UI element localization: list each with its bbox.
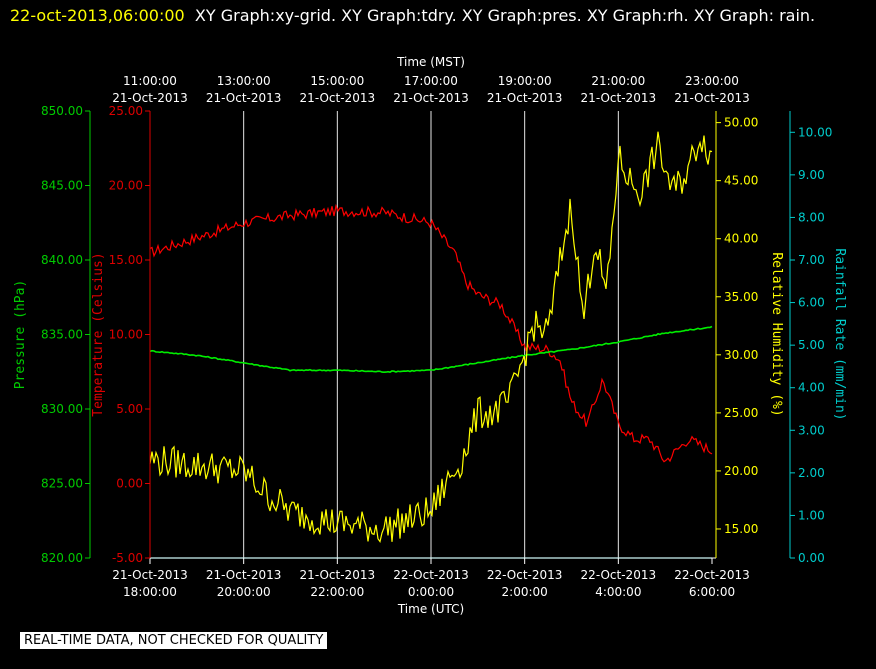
rh-tick-label: 45.00 xyxy=(724,174,758,188)
quality-notice: REAL-TIME DATA, NOT CHECKED FOR QUALITY xyxy=(20,632,328,649)
x-top-tick-time: 13:00:00 xyxy=(217,74,271,88)
x-bottom-tick-time: 2:00:00 xyxy=(502,585,548,599)
tdry-series-line xyxy=(149,203,713,463)
x-bottom-tick-date: 21-Oct-2013 xyxy=(112,568,188,582)
x-bottom-tick-time: 18:00:00 xyxy=(123,585,177,599)
tdry-axis-label: Temperature (Celsius) xyxy=(91,252,106,416)
x-top-tick-time: 21:00:00 xyxy=(591,74,645,88)
pres-tick-label: 840.00 xyxy=(41,253,83,267)
x-bottom-tick-time: 20:00:00 xyxy=(217,585,271,599)
rain-tick-label: 3.00 xyxy=(798,423,825,437)
rain-tick-label: 0.00 xyxy=(798,551,825,565)
pres-tick-label: 825.00 xyxy=(41,477,83,491)
timestamp: 22-oct-2013,06:00:00 xyxy=(10,6,185,25)
rh-axis-label: Relative Humidity (%) xyxy=(769,252,784,416)
pres-tick-label: 820.00 xyxy=(41,551,83,565)
pres-series-line xyxy=(149,325,713,374)
grid xyxy=(243,111,619,558)
graph-list: XY Graph:xy-grid. XY Graph:tdry. XY Grap… xyxy=(194,6,816,25)
rh-series-line xyxy=(149,131,713,544)
x-top-tick-date: 21-Oct-2013 xyxy=(487,91,563,105)
x-bottom-tick-time: 4:00:00 xyxy=(595,585,641,599)
graph-title: 22-oct-2013,06:00:00 XY Graph:xy-grid. X… xyxy=(10,2,860,30)
pres-tick-label: 830.00 xyxy=(41,402,83,416)
x-top-tick-date: 21-Oct-2013 xyxy=(674,91,750,105)
x-bottom-tick-time: 0:00:00 xyxy=(408,585,454,599)
x-top-tick-date: 21-Oct-2013 xyxy=(393,91,469,105)
x-top-axis-label: Time (MST) xyxy=(396,55,465,69)
rain-tick-label: 10.00 xyxy=(798,125,832,139)
x-top-tick-time: 17:00:00 xyxy=(404,74,458,88)
x-top-tick-date: 21-Oct-2013 xyxy=(581,91,657,105)
tdry-tick-label: 0.00 xyxy=(116,477,143,491)
axes-layer: 21-Oct-2013 18:00:00 21-Oct-2013 20:00:00 21… xyxy=(13,55,847,616)
x-bottom-axis-label: Time (UTC) xyxy=(397,602,464,616)
x-top-tick-time: 15:00:00 xyxy=(310,74,364,88)
x-bottom-tick-date: 21-Oct-2013 xyxy=(300,568,376,582)
rain-tick-label: 5.00 xyxy=(798,338,825,352)
x-bottom-tick-time: 22:00:00 xyxy=(310,585,364,599)
tdry-tick-label: 20.00 xyxy=(109,179,143,193)
rain-tick-label: 1.00 xyxy=(798,508,825,522)
x-bottom-tick-time: 6:00:00 xyxy=(689,585,735,599)
rh-tick-label: 20.00 xyxy=(724,464,758,478)
tdry-tick-label: -5.00 xyxy=(112,551,143,565)
rain-tick-label: 9.00 xyxy=(798,168,825,182)
rain-tick-label: 7.00 xyxy=(798,253,825,267)
x-top-tick-time: 19:00:00 xyxy=(498,74,552,88)
tdry-tick-label: 5.00 xyxy=(116,402,143,416)
tdry-tick-label: 25.00 xyxy=(109,104,143,118)
rain-tick-label: 2.00 xyxy=(798,466,825,480)
rain-tick-label: 8.00 xyxy=(798,210,825,224)
pres-axis-label: Pressure (hPa) xyxy=(13,280,28,390)
rh-tick-label: 40.00 xyxy=(724,232,758,246)
rain-tick-label: 4.00 xyxy=(798,381,825,395)
rain-axis-label: Rainfall Rate (mm/min) xyxy=(832,248,847,420)
pres-tick-label: 850.00 xyxy=(41,104,83,118)
x-bottom-tick-date: 22-Oct-2013 xyxy=(393,568,469,582)
x-top-tick-time: 23:00:00 xyxy=(685,74,739,88)
rh-tick-label: 15.00 xyxy=(724,522,758,536)
x-top-tick-date: 21-Oct-2013 xyxy=(206,91,282,105)
rh-tick-label: 25.00 xyxy=(724,406,758,420)
x-top-tick-date: 21-Oct-2013 xyxy=(112,91,188,105)
tdry-tick-label: 10.00 xyxy=(109,328,143,342)
rh-tick-label: 30.00 xyxy=(724,348,758,362)
x-bottom-tick-date: 21-Oct-2013 xyxy=(206,568,282,582)
x-bottom-tick-date: 22-Oct-2013 xyxy=(581,568,657,582)
x-top-tick-time: 11:00:00 xyxy=(123,74,177,88)
pres-tick-label: 845.00 xyxy=(41,179,83,193)
tdry-tick-label: 15.00 xyxy=(109,253,143,267)
x-bottom-tick-date: 22-Oct-2013 xyxy=(487,568,563,582)
rh-tick-label: 35.00 xyxy=(724,290,758,304)
rh-tick-label: 50.00 xyxy=(724,116,758,130)
x-top-tick-date: 21-Oct-2013 xyxy=(300,91,376,105)
pres-tick-label: 835.00 xyxy=(41,328,83,342)
x-bottom-tick-date: 22-Oct-2013 xyxy=(674,568,750,582)
rain-tick-label: 6.00 xyxy=(798,296,825,310)
